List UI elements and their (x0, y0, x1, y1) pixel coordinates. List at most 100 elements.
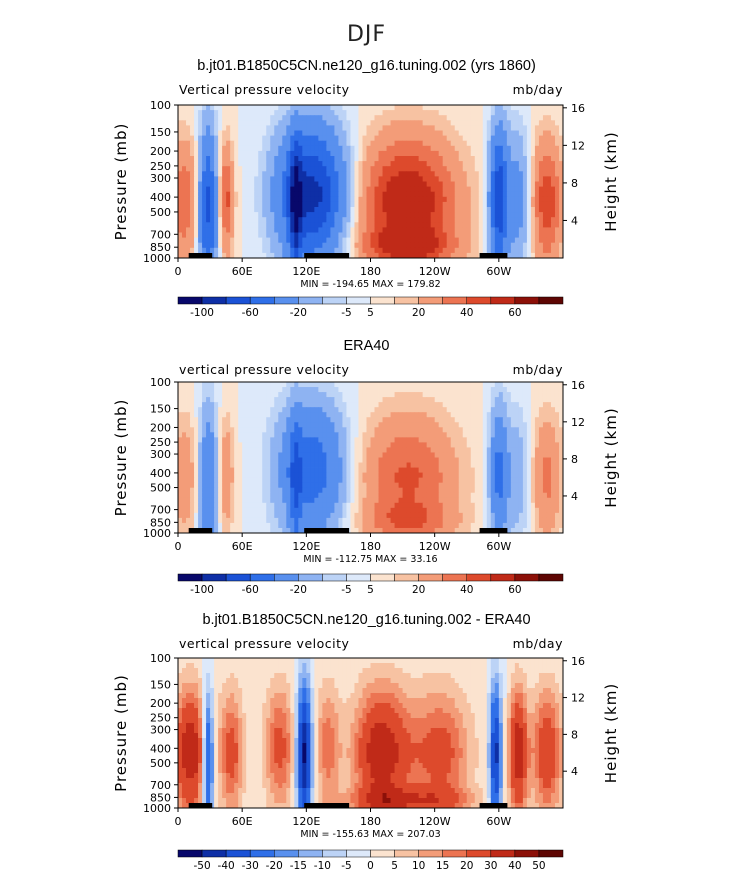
heat-cell (362, 467, 367, 473)
heat-cell (370, 125, 375, 131)
heat-cell (554, 412, 560, 418)
heat-cell (206, 487, 211, 494)
heat-cell (426, 161, 432, 167)
heat-cell (498, 477, 504, 484)
heat-cell (522, 196, 528, 203)
heat-cell (306, 397, 311, 403)
heat-cell (518, 207, 524, 213)
heat-cell (414, 145, 420, 152)
heat-cell (358, 115, 363, 121)
heat-cell (222, 247, 227, 254)
heat-cell (422, 387, 428, 393)
heat-cell (370, 140, 375, 147)
heat-cell (214, 232, 219, 238)
heat-cell (282, 252, 287, 259)
heat-cell (458, 181, 464, 187)
heat-cell (246, 467, 251, 473)
heat-cell (318, 130, 323, 136)
heat-cell (230, 232, 235, 238)
heat-cell (462, 120, 468, 126)
heat-cell (474, 161, 480, 167)
heat-cell (446, 412, 452, 418)
heat-cell (518, 130, 524, 136)
heat-cell (454, 105, 460, 111)
heat-cell (546, 242, 552, 249)
heat-cell (550, 252, 556, 259)
heat-cell (310, 227, 315, 233)
heat-cell (470, 115, 476, 121)
heat-cell (514, 227, 520, 233)
heat-cell (246, 217, 251, 223)
heat-cell (230, 382, 235, 388)
heat-cell (522, 110, 528, 116)
heat-cell (390, 176, 395, 182)
heat-cell (178, 417, 183, 423)
heat-cell (234, 105, 239, 111)
heat-cell (358, 145, 363, 152)
heat-cell (554, 442, 560, 448)
heat-cell (526, 407, 532, 413)
heat-cell (306, 452, 311, 458)
heat-cell (266, 387, 271, 393)
heat-cell (186, 196, 191, 203)
heat-cell (182, 227, 187, 233)
heat-cell (558, 432, 564, 438)
heat-cell (178, 432, 183, 438)
heat-cell (354, 115, 359, 121)
heat-cell (394, 140, 399, 147)
heat-cell (310, 217, 315, 223)
heat-cell (394, 130, 399, 136)
heat-cell (410, 482, 416, 489)
heat-cell (378, 166, 383, 172)
heat-cell (342, 105, 347, 111)
heat-cell (294, 477, 299, 484)
heat-cell (550, 191, 556, 198)
heat-cell (446, 382, 452, 388)
heat-cell (438, 397, 444, 403)
y-right-tick-label: 16 (571, 102, 585, 115)
heat-cell (546, 217, 552, 223)
heat-cell (482, 392, 488, 398)
heat-cell (434, 161, 440, 167)
heat-cell (394, 110, 399, 116)
heat-cell (198, 217, 203, 223)
heat-cell (446, 472, 452, 479)
heat-cell (382, 432, 387, 438)
heat-cell (502, 171, 508, 177)
heat-cell (538, 237, 544, 244)
heat-cell (378, 181, 383, 187)
heat-cell (246, 186, 251, 193)
heat-cell (206, 207, 211, 213)
heat-cell (234, 156, 239, 162)
heat-cell (470, 196, 476, 203)
heat-cell (382, 422, 387, 428)
heat-cell (386, 186, 391, 193)
heat-cell (286, 232, 291, 238)
heat-cell (414, 437, 420, 443)
heat-cell (194, 422, 199, 428)
heat-cell (438, 242, 444, 249)
heat-cell (518, 115, 524, 121)
heat-cell (522, 217, 528, 223)
heat-cell (550, 207, 556, 213)
heat-cell (450, 467, 456, 473)
heat-cell (294, 437, 299, 443)
heat-cell (450, 156, 456, 162)
heat-cell (498, 191, 504, 198)
heat-cell (502, 387, 508, 393)
heat-cell (518, 412, 524, 418)
heat-cell (550, 120, 556, 126)
heat-cell (526, 156, 532, 162)
heat-cell (370, 407, 375, 413)
heat-cell (338, 222, 343, 228)
heat-cell (494, 432, 500, 438)
heat-cell (538, 150, 544, 157)
heat-cell (346, 207, 351, 213)
heat-cell (242, 397, 247, 403)
heat-cell (198, 382, 203, 388)
heat-cell (214, 145, 219, 152)
heat-cell (502, 382, 508, 388)
heat-cell (466, 407, 472, 413)
heat-cell (306, 186, 311, 193)
heat-cell (182, 482, 187, 489)
